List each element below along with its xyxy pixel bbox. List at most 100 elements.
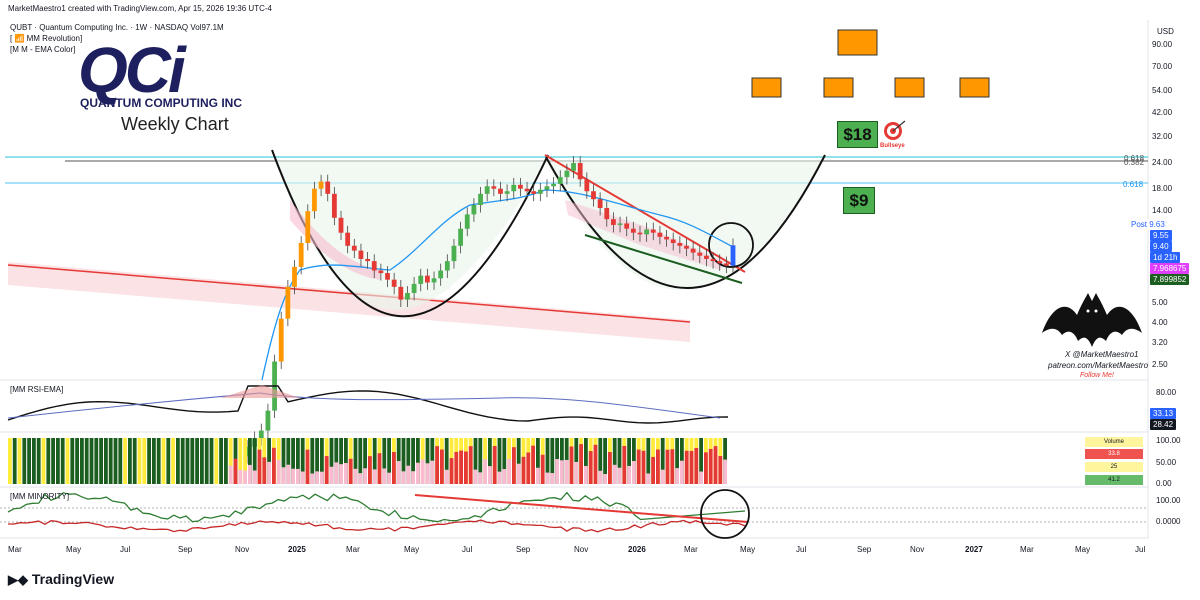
- time-tick: Mar: [1020, 545, 1034, 554]
- volume-bar-bg: [113, 438, 118, 484]
- volume-bar-bg: [108, 438, 113, 484]
- volume-bar-bg: [358, 438, 363, 484]
- volume-bar: [612, 464, 617, 484]
- candle: [331, 193, 337, 218]
- candle: [524, 188, 530, 192]
- volume-bar: [699, 471, 703, 484]
- minority-title: [MM MINORITY]: [10, 492, 70, 501]
- candle: [305, 211, 311, 244]
- rsi-line: [7, 385, 729, 424]
- volume-bar: [540, 454, 545, 484]
- candle: [637, 232, 643, 235]
- fib-label-618: 0.618: [1123, 180, 1144, 189]
- volume-bar: [632, 461, 636, 484]
- volume-table-title: Volume: [1085, 437, 1143, 447]
- volume-bar: [507, 459, 511, 484]
- candle: [591, 191, 596, 200]
- candle: [577, 163, 583, 180]
- cup-fill-1: [275, 160, 545, 310]
- volume-bar-bg: [32, 438, 36, 484]
- volume-bar-bg: [344, 438, 348, 484]
- volume-bar-bg: [267, 438, 271, 484]
- time-tick: 2026: [628, 545, 646, 554]
- volume-bar: [670, 449, 675, 484]
- candle: [650, 229, 656, 233]
- candle: [664, 236, 669, 240]
- rsi-title: [MM RSI-EMA]: [10, 385, 64, 394]
- volume-table-row: 41.2: [1085, 475, 1143, 485]
- volume-bar: [617, 467, 622, 484]
- time-tick: Sep: [178, 545, 193, 554]
- volume-bar-bg: [128, 438, 132, 484]
- volume-bar-bg: [12, 438, 17, 484]
- candle: [611, 219, 616, 225]
- volume-bar-bg: [156, 438, 161, 484]
- volume-bar: [396, 461, 401, 484]
- volume-bar: [483, 459, 487, 484]
- volume-bar-bg: [478, 438, 483, 484]
- volume-bar-bg: [147, 438, 151, 484]
- volume-bar: [531, 445, 535, 484]
- price-tick: 24.00: [1152, 158, 1173, 168]
- breakout-circle: [708, 222, 754, 268]
- volume-bar-bg: [209, 438, 214, 484]
- volume-bar-bg: [142, 438, 147, 484]
- candle: [677, 243, 683, 246]
- volume-bar: [430, 460, 435, 484]
- volume-bar: [622, 445, 627, 484]
- volume-bar-bg: [281, 438, 286, 484]
- volume-bar: [536, 467, 540, 484]
- volume-bar: [636, 449, 641, 484]
- volume-bar: [584, 465, 588, 484]
- candle: [258, 430, 264, 439]
- volume-bar: [464, 451, 468, 484]
- candle: [325, 181, 331, 194]
- volume-bar: [416, 462, 420, 484]
- candle: [690, 248, 696, 253]
- volume-bar: [305, 449, 310, 484]
- volume-bar-bg: [416, 438, 420, 484]
- channel-band: [8, 262, 690, 342]
- indicator-ema-color[interactable]: [M M - EMA Color]: [10, 45, 76, 54]
- minority-tick-100: 100.00: [1156, 496, 1181, 505]
- volume-bar: [276, 459, 281, 484]
- volume-bar: [641, 450, 646, 484]
- volume-bar: [627, 465, 631, 484]
- volume-bar-bg: [339, 438, 343, 484]
- candle: [670, 239, 676, 244]
- volume-bar-bg: [646, 438, 651, 484]
- volume-bar: [449, 458, 454, 484]
- indicator-revolution[interactable]: [ 📶 MM Revolution]: [10, 34, 83, 43]
- candle: [644, 229, 650, 235]
- volume-bar: [665, 449, 670, 484]
- volume-bar-bg: [574, 438, 579, 484]
- candle: [597, 199, 603, 209]
- candle: [385, 273, 390, 280]
- time-tick: Nov: [910, 545, 925, 554]
- volume-bar: [492, 446, 497, 484]
- volume-bar: [406, 465, 411, 484]
- volume-bar-bg: [363, 438, 367, 484]
- volume-bar: [512, 447, 516, 484]
- volume-bar: [368, 456, 372, 484]
- time-tick: Jul: [1135, 545, 1146, 554]
- volume-bar: [420, 459, 425, 484]
- candle: [438, 270, 444, 279]
- volume-bar: [248, 464, 252, 484]
- candle: [471, 205, 477, 215]
- volume-bar-bg: [195, 438, 199, 484]
- volume-bar: [262, 457, 267, 484]
- volume-bar-bg: [660, 438, 665, 484]
- price-tick: 3.20: [1152, 337, 1168, 347]
- volume-bar-bg: [603, 438, 607, 484]
- volume-bar-bg: [152, 438, 156, 484]
- volume-bar-bg: [99, 438, 103, 484]
- volume-bar-bg: [200, 438, 204, 484]
- candle: [498, 188, 503, 194]
- volume-bar: [272, 447, 276, 484]
- price-tick: 2.50: [1152, 360, 1168, 369]
- volume-bar-bg: [132, 438, 137, 484]
- volume-bar-bg: [396, 438, 401, 484]
- candle: [571, 163, 576, 171]
- volume-bar-bg: [329, 438, 334, 484]
